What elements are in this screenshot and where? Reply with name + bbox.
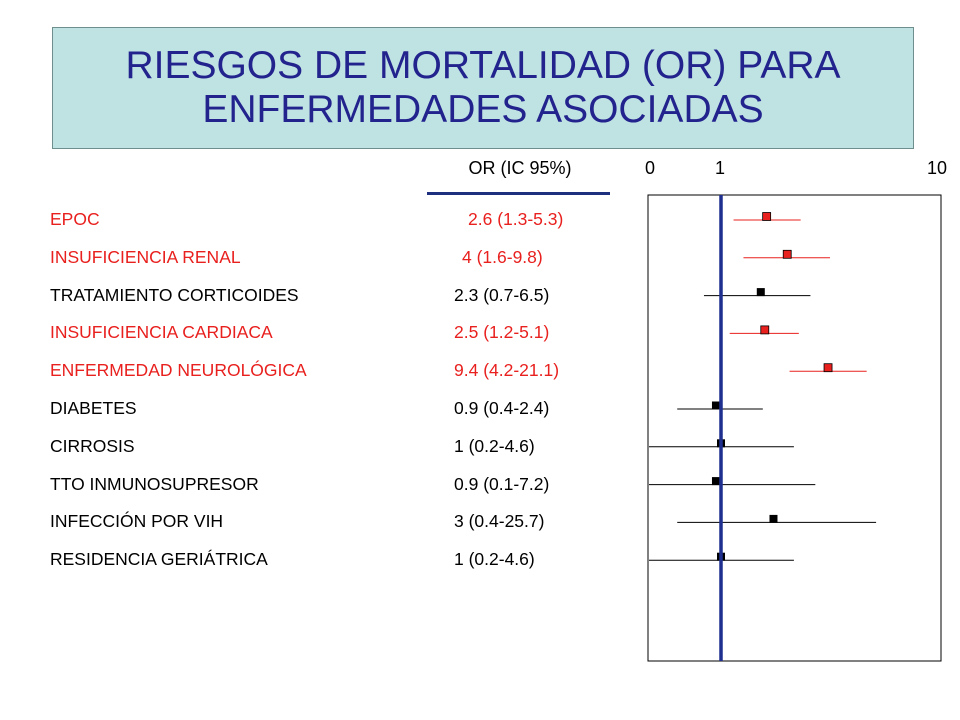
table-row: INFECCIÓN POR VIH 3 (0.4-25.7) (50, 508, 620, 534)
table-row: CIRROSIS 1 (0.2-4.6) (50, 433, 620, 459)
x-tick-1: 1 (714, 158, 725, 178)
or-point (769, 514, 778, 523)
plot-frame (647, 194, 942, 662)
row-label: ENFERMEDAD NEUROLÓGICA (50, 360, 307, 381)
or-point (782, 249, 792, 259)
row-or-value: 4 (1.6-9.8) (462, 246, 543, 267)
table-row: INSUFICIENCIA CARDIACA 2.5 (1.2-5.1) (50, 319, 620, 345)
row-label: CIRROSIS (50, 435, 135, 456)
table-row: TRATAMIENTO CORTICOIDES 2.3 (0.7-6.5) (50, 282, 620, 308)
row-label: INSUFICIENCIA RENAL (50, 246, 241, 267)
or-point (762, 212, 772, 221)
row-or-value: 9.4 (4.2-21.1) (454, 360, 560, 381)
or-point (711, 401, 720, 410)
row-label: INFECCIÓN POR VIH (50, 511, 224, 532)
row-or-value: 0.9 (0.4-2.4) (454, 398, 550, 418)
row-label: TTO INMUNOSUPRESOR (50, 473, 259, 494)
row-label: RESIDENCIA GERIÁTRICA (50, 549, 268, 570)
row-or-value: 2.6 (1.3-5.3) (468, 209, 564, 229)
table-row: ENFERMEDAD NEUROLÓGICA 9.4 (4.2-21.1) (50, 357, 620, 383)
table-row: INSUFICIENCIA RENAL 4 (1.6-9.8) (50, 244, 620, 270)
title-box: RIESGOS DE MORTALIDAD (OR) PARA ENFERMED… (52, 27, 914, 149)
or-point (711, 477, 720, 486)
table-row: DIABETES 0.9 (0.4-2.4) (50, 395, 620, 421)
row-or-value: 1 (0.2-4.6) (454, 435, 535, 456)
x-tick-0: 0 (644, 158, 655, 178)
header-underline (427, 192, 610, 195)
row-or-value: 3 (0.4-25.7) (454, 511, 545, 532)
or-column-header: OR (IC 95%) (468, 158, 572, 178)
row-label: TRATAMIENTO CORTICOIDES (50, 284, 299, 305)
or-point (760, 325, 770, 335)
table-row: TTO INMUNOSUPRESOR 0.9 (0.1-7.2) (50, 471, 620, 497)
row-or-value: 2.5 (1.2-5.1) (454, 322, 550, 343)
table-row: EPOC 2.6 (1.3-5.3) (50, 206, 620, 232)
forest-plot (647, 194, 942, 662)
row-label: DIABETES (50, 398, 137, 418)
or-point (756, 288, 765, 297)
row-or-value: 2.3 (0.7-6.5) (454, 284, 550, 305)
or-point (823, 363, 833, 373)
row-or-value: 1 (0.2-4.6) (454, 549, 535, 570)
title-line-1: RIESGOS DE MORTALIDAD (OR) PARA (125, 44, 841, 87)
row-label: EPOC (50, 209, 100, 229)
title-line-2: ENFERMEDADES ASOCIADAS (202, 88, 764, 131)
x-tick-10: 10 (926, 158, 948, 178)
table-row: RESIDENCIA GERIÁTRICA 1 (0.2-4.6) (50, 546, 620, 572)
row-or-value: 0.9 (0.1-7.2) (454, 473, 550, 494)
row-label: INSUFICIENCIA CARDIACA (50, 322, 273, 343)
